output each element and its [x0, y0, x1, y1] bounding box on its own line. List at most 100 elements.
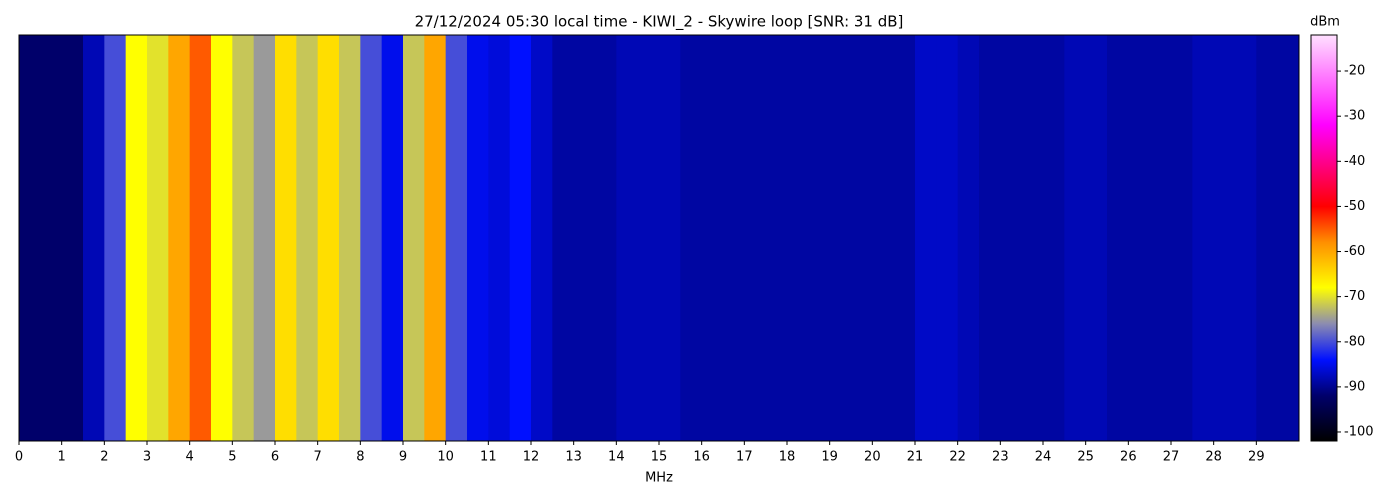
spectrum-column — [381, 35, 404, 441]
x-tick-label: 1 — [58, 450, 66, 465]
x-tick-label: 8 — [356, 450, 364, 465]
x-tick-label: 11 — [480, 450, 497, 465]
spectrum-column — [339, 35, 361, 441]
spectrum-column — [1021, 35, 1044, 441]
spectrum-column — [253, 35, 276, 441]
colorbar-tick-label: -90 — [1344, 379, 1365, 394]
x-tick-label: 20 — [864, 450, 881, 465]
spectrum-column — [1085, 35, 1108, 441]
x-tick-label: 9 — [399, 450, 407, 465]
colorbar-tick-label: -40 — [1344, 154, 1365, 169]
x-tick-label: 7 — [314, 450, 322, 465]
spectrum-column — [1235, 35, 1257, 441]
spectrum-column — [125, 35, 148, 441]
spectrum-column — [488, 35, 511, 441]
spectrum-column — [723, 35, 745, 441]
x-tick-label: 21 — [907, 450, 924, 465]
colorbar-tick-label: -60 — [1344, 244, 1365, 259]
spectrum-column — [659, 35, 681, 441]
spectrum-column — [872, 35, 895, 441]
spectrum-column — [1064, 35, 1087, 441]
spectrum-column — [104, 35, 127, 441]
spectrum-column — [1043, 35, 1065, 441]
spectrum-column — [765, 35, 788, 441]
spectrum-column — [595, 35, 617, 441]
x-tick-label: 26 — [1120, 450, 1137, 465]
spectrum-column — [616, 35, 639, 441]
spectrum-column — [1128, 35, 1151, 441]
spectrum-column — [531, 35, 553, 441]
x-tick-label: 18 — [779, 450, 796, 465]
x-tick-label: 24 — [1035, 450, 1052, 465]
spectrum-column — [509, 35, 532, 441]
spectrum-column — [573, 35, 596, 441]
spectrum-column — [957, 35, 980, 441]
spectrum-column — [424, 35, 447, 441]
colorbar-tick-label: -30 — [1344, 109, 1365, 124]
spectrum-column — [445, 35, 468, 441]
spectrum-column — [936, 35, 959, 441]
x-tick-label: 27 — [1163, 450, 1180, 465]
spectrum-column — [147, 35, 169, 441]
colorbar-tick-label: -50 — [1344, 199, 1365, 214]
colorbar-tick-label: -20 — [1344, 64, 1365, 79]
spectrum-column — [1149, 35, 1172, 441]
spectrum-column — [979, 35, 1001, 441]
spectrum-column — [893, 35, 916, 441]
spectrum-column — [851, 35, 873, 441]
x-tick-label: 28 — [1205, 450, 1222, 465]
spectrum-column — [189, 35, 212, 441]
colorbar — [1310, 34, 1338, 442]
spectrum-column — [1107, 35, 1129, 441]
x-tick-label: 22 — [949, 450, 966, 465]
spectrum-column — [552, 35, 575, 441]
spectrum-column — [1192, 35, 1215, 441]
x-axis-label: MHz — [645, 471, 673, 486]
x-tick-label: 4 — [186, 450, 194, 465]
x-tick-label: 15 — [651, 450, 668, 465]
x-tick-label: 23 — [992, 450, 1009, 465]
spectrum-column — [467, 35, 489, 441]
spectrum-column — [829, 35, 852, 441]
spectrum-column — [1256, 35, 1279, 441]
spectrum-column — [296, 35, 319, 441]
spectrum-column — [168, 35, 191, 441]
spectrum-column — [637, 35, 660, 441]
spectrum-column — [1000, 35, 1023, 441]
x-tick-label: 0 — [15, 450, 23, 465]
x-tick-label: 19 — [821, 450, 838, 465]
x-tick-label: 16 — [693, 450, 710, 465]
x-tick-label: 2 — [100, 450, 108, 465]
spectrum-column — [232, 35, 255, 441]
x-tick-label: 17 — [736, 450, 753, 465]
x-tick-label: 6 — [271, 450, 279, 465]
chart-title: 27/12/2024 05:30 local time - KIWI_2 - S… — [415, 13, 904, 32]
x-tick-label: 13 — [565, 450, 582, 465]
spectrum-column — [808, 35, 831, 441]
x-tick-label: 25 — [1077, 450, 1094, 465]
x-tick-label: 12 — [523, 450, 540, 465]
spectrum-column — [360, 35, 383, 441]
colorbar-tick-label: -80 — [1344, 334, 1365, 349]
x-tick-label: 14 — [608, 450, 625, 465]
spectrum-column — [403, 35, 425, 441]
spectrum-column — [83, 35, 105, 441]
spectrum-column — [787, 35, 809, 441]
spectrum-column — [701, 35, 724, 441]
colorbar-tick-label: -70 — [1344, 289, 1365, 304]
spectrum-column — [275, 35, 297, 441]
spectrum-column — [211, 35, 233, 441]
spectrum-column — [680, 35, 703, 441]
spectrum-column — [1171, 35, 1193, 441]
x-tick-label: 5 — [228, 450, 236, 465]
spectrum-column — [19, 35, 41, 441]
spectrum-column — [1213, 35, 1236, 441]
spectrum-column — [744, 35, 767, 441]
spectrum-column — [40, 35, 63, 441]
spectrum-column — [61, 35, 84, 441]
spectrum-column — [915, 35, 937, 441]
x-tick-label: 10 — [437, 450, 454, 465]
spectrum-column — [317, 35, 340, 441]
spectrum-column — [1277, 35, 1300, 441]
